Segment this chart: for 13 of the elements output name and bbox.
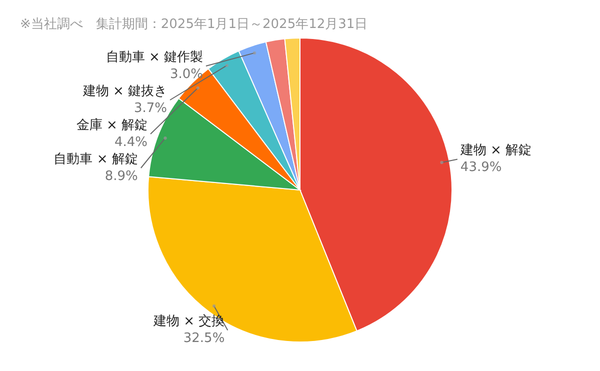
slice-label: 自動車 × 鍵作製 <box>106 50 203 65</box>
slice-label: 建物 × 解錠 <box>459 143 532 158</box>
text: ※当社調べ 集計期間：2025年1月1日～2025年12月31日 <box>20 17 368 32</box>
data-label: 32.5% <box>183 331 225 346</box>
slice-label: 自動車 × 解錠 <box>54 152 138 167</box>
data-label: 4.4% <box>114 135 148 150</box>
slice-label: 建物 × 交換 <box>152 313 225 330</box>
data-label: 43.9% <box>460 160 502 176</box>
slice-label: 建物 × 鍵抜き <box>82 84 168 99</box>
data-label: 3.0% <box>170 67 203 82</box>
data-label: 8.9% <box>104 169 138 184</box>
slice-label: 金庫 × 解錠 <box>76 117 148 133</box>
data-label: 3.7% <box>134 101 168 116</box>
